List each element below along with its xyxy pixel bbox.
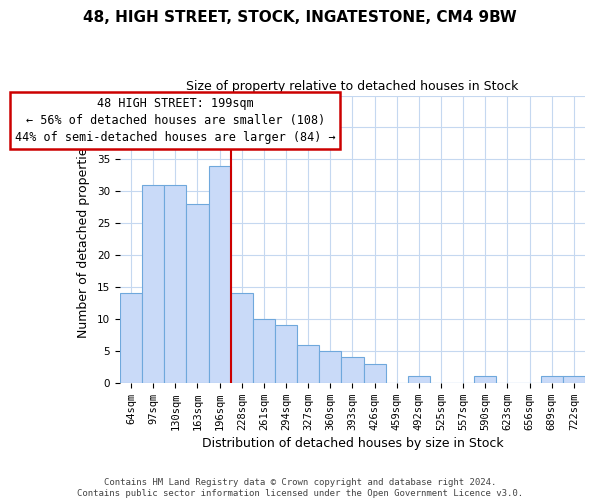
Bar [120,294,142,383]
Y-axis label: Number of detached properties: Number of detached properties [77,140,90,338]
Bar [164,185,187,383]
Text: 48, HIGH STREET, STOCK, INGATESTONE, CM4 9BW: 48, HIGH STREET, STOCK, INGATESTONE, CM4… [83,10,517,25]
Bar [142,185,164,383]
Bar [474,376,496,383]
Bar [319,351,341,383]
Text: 48 HIGH STREET: 199sqm
← 56% of detached houses are smaller (108)
44% of semi-de: 48 HIGH STREET: 199sqm ← 56% of detached… [15,97,335,144]
Bar [253,319,275,383]
Text: Contains HM Land Registry data © Crown copyright and database right 2024.
Contai: Contains HM Land Registry data © Crown c… [77,478,523,498]
Bar [541,376,563,383]
Bar [275,326,297,383]
Bar [230,294,253,383]
Bar [209,166,230,383]
Bar [341,358,364,383]
Bar [364,364,386,383]
X-axis label: Distribution of detached houses by size in Stock: Distribution of detached houses by size … [202,437,503,450]
Bar [297,344,319,383]
Bar [563,376,585,383]
Bar [187,204,209,383]
Bar [408,376,430,383]
Title: Size of property relative to detached houses in Stock: Size of property relative to detached ho… [186,80,518,93]
